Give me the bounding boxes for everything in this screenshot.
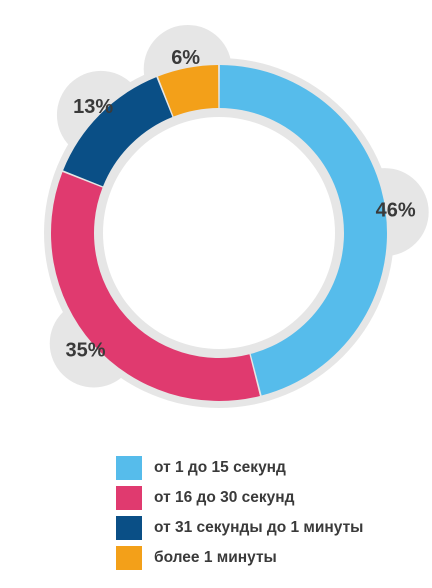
data-label-0: 46% — [376, 200, 416, 222]
legend-item-0: от 1 до 15 секунд — [116, 456, 363, 480]
donut-slice-2 — [63, 77, 173, 187]
data-label-3: 6% — [171, 47, 200, 69]
legend-item-3: более 1 минуты — [116, 546, 363, 570]
legend-label-0: от 1 до 15 секунд — [154, 459, 286, 476]
data-label-1: 35% — [65, 340, 105, 362]
donut-slice-3 — [157, 65, 219, 117]
chart-legend: от 1 до 15 секунд от 16 до 30 секунд от … — [116, 456, 363, 576]
legend-item-1: от 16 до 30 секунд — [116, 486, 363, 510]
legend-swatch-2 — [116, 516, 142, 540]
legend-swatch-1 — [116, 486, 142, 510]
legend-swatch-0 — [116, 456, 142, 480]
donut-slices — [51, 65, 387, 402]
data-labels: 46% 35% 13% 6% — [65, 47, 415, 362]
donut-slice-1 — [51, 171, 260, 402]
donut-slice-0 — [219, 65, 387, 396]
legend-label-2: от 31 секунды до 1 минуты — [154, 519, 364, 536]
legend-swatch-3 — [116, 546, 142, 570]
legend-item-2: от 31 секунды до 1 минуты — [116, 516, 363, 540]
donut-chart: 46% 35% 13% 6% — [44, 24, 429, 408]
legend-label-1: от 16 до 30 секунд — [154, 489, 295, 506]
legend-label-3: более 1 минуты — [154, 549, 277, 566]
chart-center-hole — [103, 117, 335, 349]
data-label-2: 13% — [73, 96, 113, 118]
